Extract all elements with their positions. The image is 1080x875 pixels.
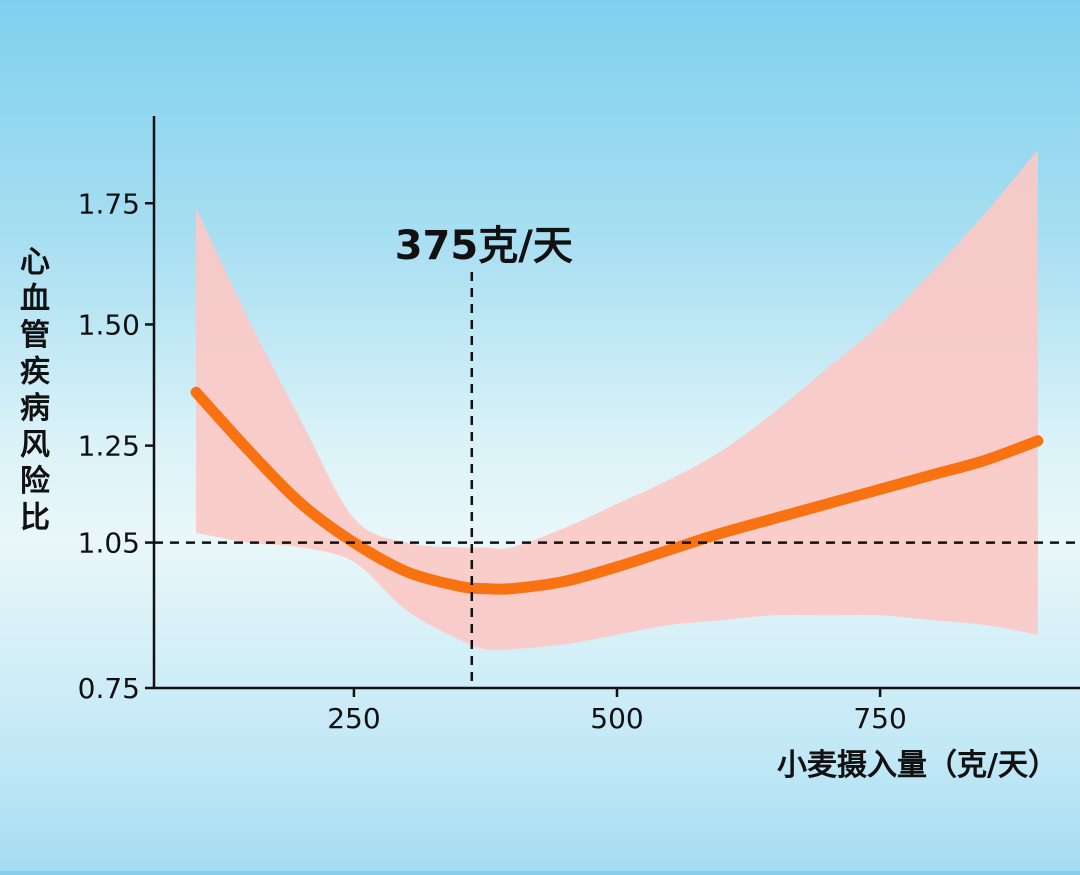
axes-layer: 0.75 1.05 1.25 1.50 1.75 250 500 750 — [78, 116, 1080, 735]
y-axis-label-char: 病 — [20, 391, 50, 426]
risk-curve-layer — [190, 386, 1044, 595]
y-axis-label-char: 心 — [20, 245, 50, 280]
x-axis-label: 小麦摄入量（克/天） — [777, 748, 1058, 783]
y-axis-label-char: 比 — [20, 501, 50, 536]
threshold-annotation: 375克/天 — [395, 223, 573, 269]
risk-ratio-curve — [190, 386, 1044, 595]
y-tick-label: 1.50 — [78, 308, 140, 341]
y-tick-label: 1.05 — [78, 527, 140, 560]
x-tick-label: 500 — [590, 702, 643, 735]
x-tick-label: 250 — [327, 702, 380, 735]
y-tick-label: 1.25 — [78, 430, 140, 463]
confidence-band-layer — [196, 149, 1038, 651]
y-axis-label-char: 管 — [20, 318, 50, 353]
y-axis-label-char: 疾 — [20, 355, 50, 390]
y-axis-label-char: 血 — [20, 282, 50, 317]
y-tick-label: 0.75 — [78, 672, 140, 705]
y-tick-label: 1.75 — [78, 187, 140, 220]
x-tick-label: 750 — [853, 702, 906, 735]
y-axis-label-char: 风 — [20, 428, 50, 463]
y-axis-label-char: 险 — [20, 464, 51, 499]
confidence-band — [196, 149, 1038, 651]
